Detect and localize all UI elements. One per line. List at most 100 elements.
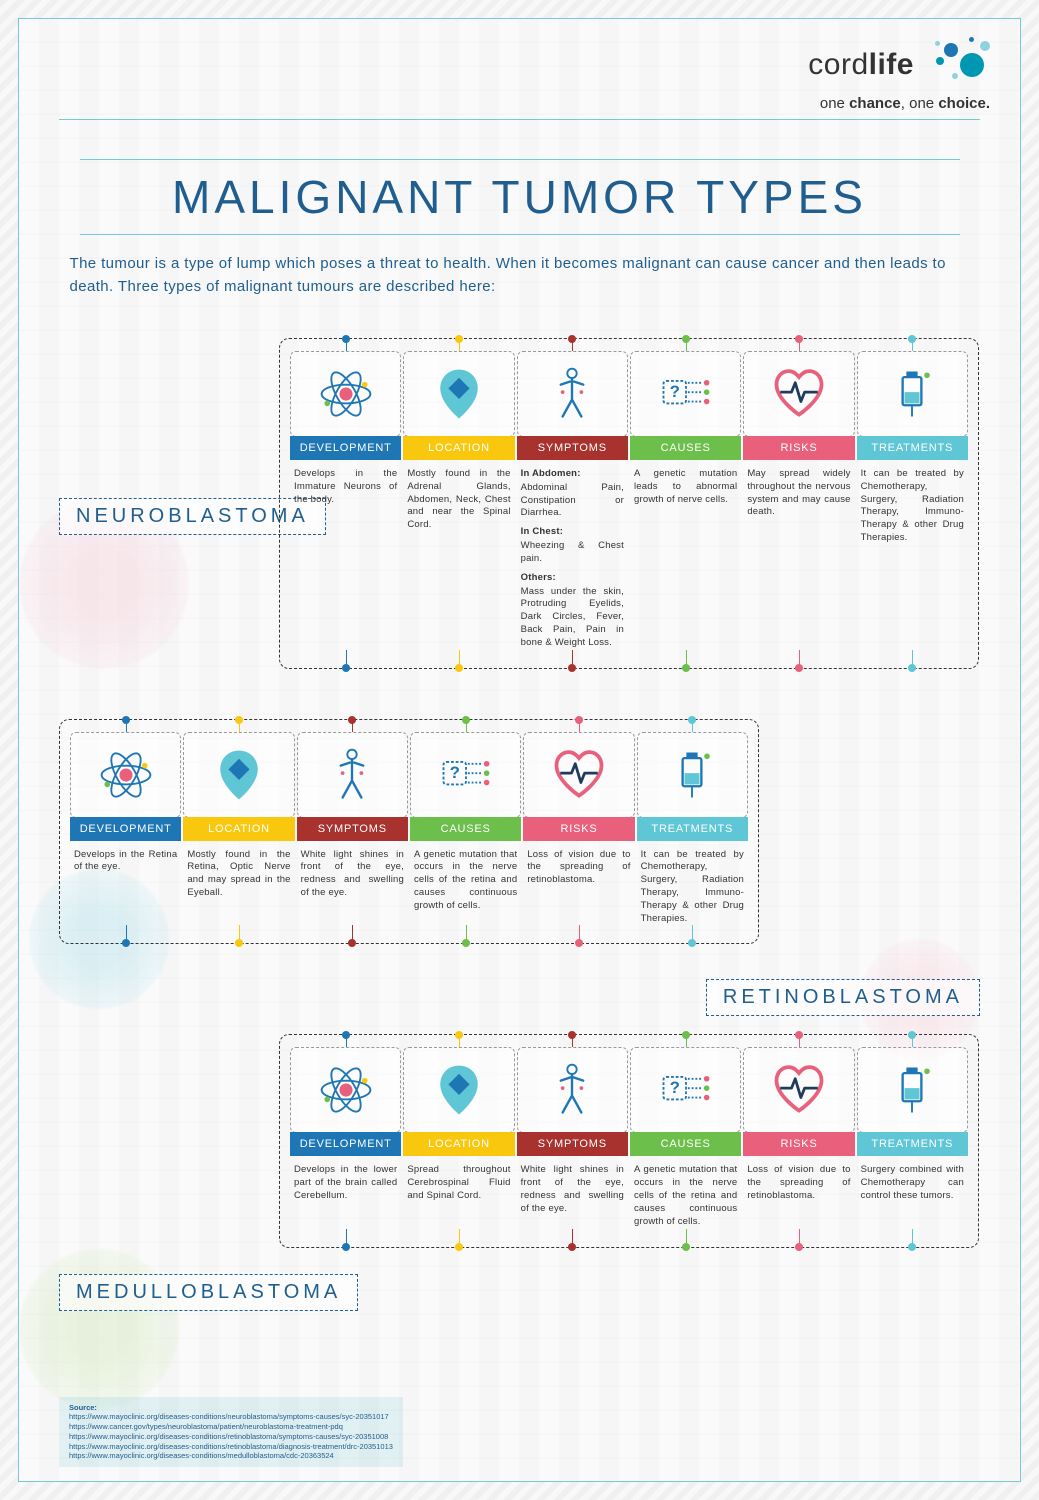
connector-stem — [126, 925, 127, 943]
tumor-section-retinoblastoma: DEVELOPMENTDevelops in the Retina of the… — [59, 719, 980, 945]
connector-stem — [346, 650, 347, 668]
connector-stem — [686, 650, 687, 668]
location-icon — [403, 351, 514, 437]
card-text: It can be treated by Chemotherapy, Surge… — [857, 460, 968, 545]
connector-stem — [799, 339, 800, 351]
category-card-symptoms: SYMPTOMSWhite light shines in front of t… — [297, 732, 408, 926]
category-label: CAUSES — [630, 436, 741, 460]
svg-text:?: ? — [669, 382, 679, 401]
risks-icon — [743, 1047, 854, 1133]
brand-name: cordlife — [808, 48, 914, 82]
location-icon — [403, 1047, 514, 1133]
connector-stem — [346, 1229, 347, 1247]
connector-stem — [579, 720, 580, 732]
tumor-name: RETINOBLASTOMA — [706, 979, 980, 1016]
tumor-section-neuroblastoma: NEUROBLASTOMA DEVELOPMENTDevelops in the… — [59, 338, 980, 669]
connector-stem — [239, 925, 240, 943]
category-label: DEVELOPMENT — [290, 436, 401, 460]
tagline-part: chance — [849, 95, 901, 112]
category-label: SYMPTOMS — [517, 436, 628, 460]
connector-stem — [466, 720, 467, 732]
symptoms-icon — [517, 351, 628, 437]
category-label: TREATMENTS — [637, 817, 748, 841]
category-card-causes: ? CAUSESA genetic mutation that occurs in… — [410, 732, 521, 926]
tumor-name: MEDULLOBLASTOMA — [59, 1274, 358, 1311]
card-text: A genetic mutation that occurs in the ne… — [410, 841, 521, 913]
symptoms-body: Mass under the skin, Protruding Eyelids,… — [521, 586, 624, 648]
category-card-causes: ?CAUSESA genetic mutation leads to abnor… — [630, 351, 741, 650]
category-card-causes: ?CAUSESA genetic mutation that occurs in… — [630, 1047, 741, 1228]
category-card-risks: RISKSMay spread widely throughout the ne… — [743, 351, 854, 650]
symptoms-subhead: In Abdomen: — [521, 468, 624, 481]
card-text: Loss of vision due to the spreading of r… — [523, 841, 634, 887]
risks-icon — [523, 732, 634, 818]
card-text: In Abdomen:Abdominal Pain, Constipation … — [517, 460, 628, 650]
card-text: Spread throughout Cerebrospinal Fluid an… — [403, 1156, 514, 1202]
card-text: Surgery combined with Chemotherapy can c… — [857, 1156, 968, 1202]
development-icon — [290, 1047, 401, 1133]
category-card-treatments: TREATMENTSIt can be treated by Chemother… — [857, 351, 968, 650]
connector-stem — [352, 925, 353, 943]
page-title: MALIGNANT TUMOR TYPES — [80, 159, 960, 235]
category-card-location: LOCATIONSpread throughout Cerebrospinal … — [403, 1047, 514, 1228]
treatments-icon — [857, 351, 968, 437]
connector-stem — [466, 925, 467, 943]
category-label: SYMPTOMS — [517, 1132, 628, 1156]
tagline-part: choice. — [938, 95, 990, 112]
card-text: White light shines in front of the eye, … — [517, 1156, 628, 1215]
category-label: LOCATION — [403, 1132, 514, 1156]
card-text: It can be treated by Chemotherapy, Surge… — [637, 841, 748, 926]
treatments-icon — [857, 1047, 968, 1133]
page: cordlife one chance, one choice. MALIGNA… — [0, 0, 1039, 1500]
connector-stem — [572, 1229, 573, 1247]
connector-stem — [799, 650, 800, 668]
risks-icon — [743, 351, 854, 437]
connector-stem — [799, 1229, 800, 1247]
connector-stem — [912, 339, 913, 351]
development-icon — [70, 732, 181, 818]
category-card-location: LOCATIONMostly found in the Retina, Opti… — [183, 732, 294, 926]
category-label: CAUSES — [630, 1132, 741, 1156]
category-card-symptoms: SYMPTOMSIn Abdomen:Abdominal Pain, Const… — [517, 351, 628, 650]
card-text: May spread widely throughout the nervous… — [743, 460, 854, 519]
category-label: RISKS — [743, 1132, 854, 1156]
svg-text:?: ? — [449, 762, 459, 781]
connector-stem — [572, 650, 573, 668]
category-card-location: LOCATIONMostly found in the Adrenal Glan… — [403, 351, 514, 650]
brand-name-light: cord — [808, 48, 868, 81]
location-icon — [183, 732, 294, 818]
brand-tagline: one chance, one choice. — [808, 95, 990, 112]
source-url: https://www.mayoclinic.org/diseases-cond… — [69, 1451, 393, 1461]
treatments-icon — [637, 732, 748, 818]
brand-block: cordlife one chance, one choice. — [808, 37, 990, 112]
sources-block: Source: https://www.mayoclinic.org/disea… — [59, 1397, 403, 1468]
category-label: TREATMENTS — [857, 436, 968, 460]
brand-dots-icon — [920, 37, 990, 93]
brand-logo: cordlife — [808, 37, 990, 93]
intro-text: The tumour is a type of lump which poses… — [70, 253, 970, 298]
connector-stem — [686, 1229, 687, 1247]
category-cards: DEVELOPMENTDevelops in the Immature Neur… — [279, 338, 979, 669]
symptoms-body: Abdominal Pain, Constipation or Diarrhea… — [521, 482, 624, 519]
category-card-development: DEVELOPMENTDevelops in the lower part of… — [290, 1047, 401, 1228]
svg-text:?: ? — [669, 1078, 679, 1097]
source-url: https://www.cancer.gov/types/neuroblasto… — [69, 1422, 393, 1432]
category-label: RISKS — [523, 817, 634, 841]
causes-icon: ? — [410, 732, 521, 818]
category-card-development: DEVELOPMENTDevelops in the Retina of the… — [70, 732, 181, 926]
card-text: Mostly found in the Adrenal Glands, Abdo… — [403, 460, 514, 532]
symptoms-subhead: In Chest: — [521, 526, 624, 539]
connector-stem — [459, 1035, 460, 1047]
header-rule — [59, 119, 980, 120]
tagline-part: one — [909, 95, 934, 112]
category-cards: DEVELOPMENTDevelops in the Retina of the… — [59, 719, 759, 945]
category-card-treatments: TREATMENTSIt can be treated by Chemother… — [637, 732, 748, 926]
symptoms-subhead: Others: — [521, 572, 624, 585]
category-label: RISKS — [743, 436, 854, 460]
card-text: Loss of vision due to the spreading of r… — [743, 1156, 854, 1202]
source-url: https://www.mayoclinic.org/diseases-cond… — [69, 1412, 393, 1422]
sources-header: Source: — [69, 1403, 393, 1413]
category-label: CAUSES — [410, 817, 521, 841]
source-url: https://www.mayoclinic.org/diseases-cond… — [69, 1432, 393, 1442]
category-label: DEVELOPMENT — [70, 817, 181, 841]
